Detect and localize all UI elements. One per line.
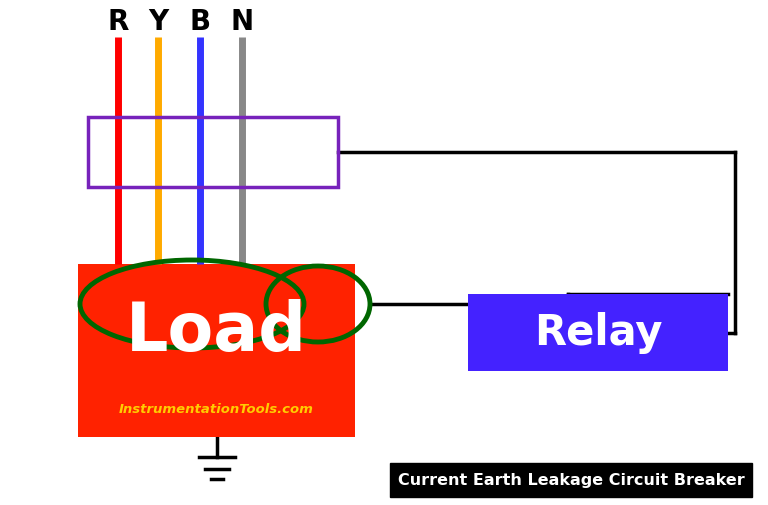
Text: Relay: Relay — [534, 312, 662, 354]
Text: B: B — [190, 8, 210, 36]
Text: Current Earth Leakage Circuit Breaker: Current Earth Leakage Circuit Breaker — [398, 473, 744, 487]
Text: R: R — [108, 8, 129, 36]
Text: Load: Load — [126, 298, 307, 364]
Text: Y: Y — [148, 8, 168, 36]
Text: N: N — [230, 8, 253, 36]
FancyBboxPatch shape — [468, 294, 728, 371]
FancyBboxPatch shape — [390, 463, 752, 497]
Text: InstrumentationTools.com: InstrumentationTools.com — [119, 402, 314, 416]
FancyBboxPatch shape — [78, 265, 355, 437]
